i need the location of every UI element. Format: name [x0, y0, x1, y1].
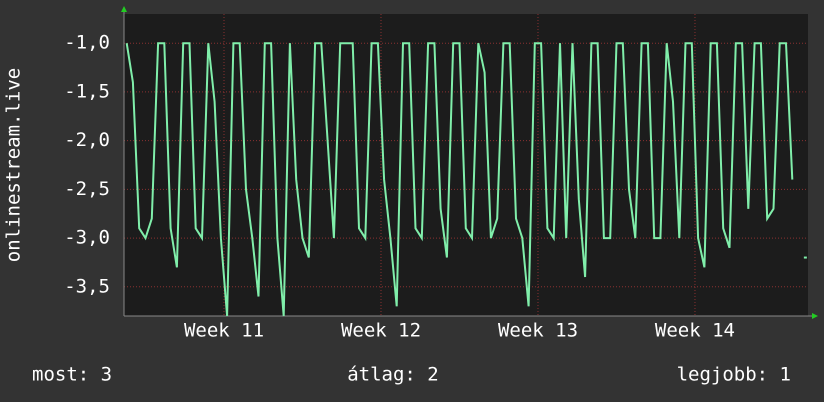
y-axis-label: onlinestream.live [3, 68, 25, 262]
y-tick-label: -3,5 [64, 275, 110, 297]
x-tick-label: Week 12 [341, 320, 421, 342]
y-tick-label: -3,0 [64, 227, 110, 249]
line-series [125, 42, 794, 317]
footer-best: legjobb: 1 [677, 364, 791, 386]
y-tick-label: -1,0 [64, 32, 110, 54]
axis-arrow [121, 6, 127, 12]
y-tick-label: -2,0 [64, 129, 110, 151]
y-tick-label: -1,5 [64, 80, 110, 102]
plot-area [124, 14, 808, 316]
x-tick-label: Week 11 [184, 320, 264, 342]
x-tick-label: Week 13 [498, 320, 578, 342]
x-tick-label: Week 14 [655, 320, 735, 342]
footer-average: átlag: 2 [347, 364, 439, 386]
footer-current: most: 3 [32, 364, 112, 386]
y-tick-label: -2,5 [64, 178, 110, 200]
axis-arrow [812, 313, 818, 319]
